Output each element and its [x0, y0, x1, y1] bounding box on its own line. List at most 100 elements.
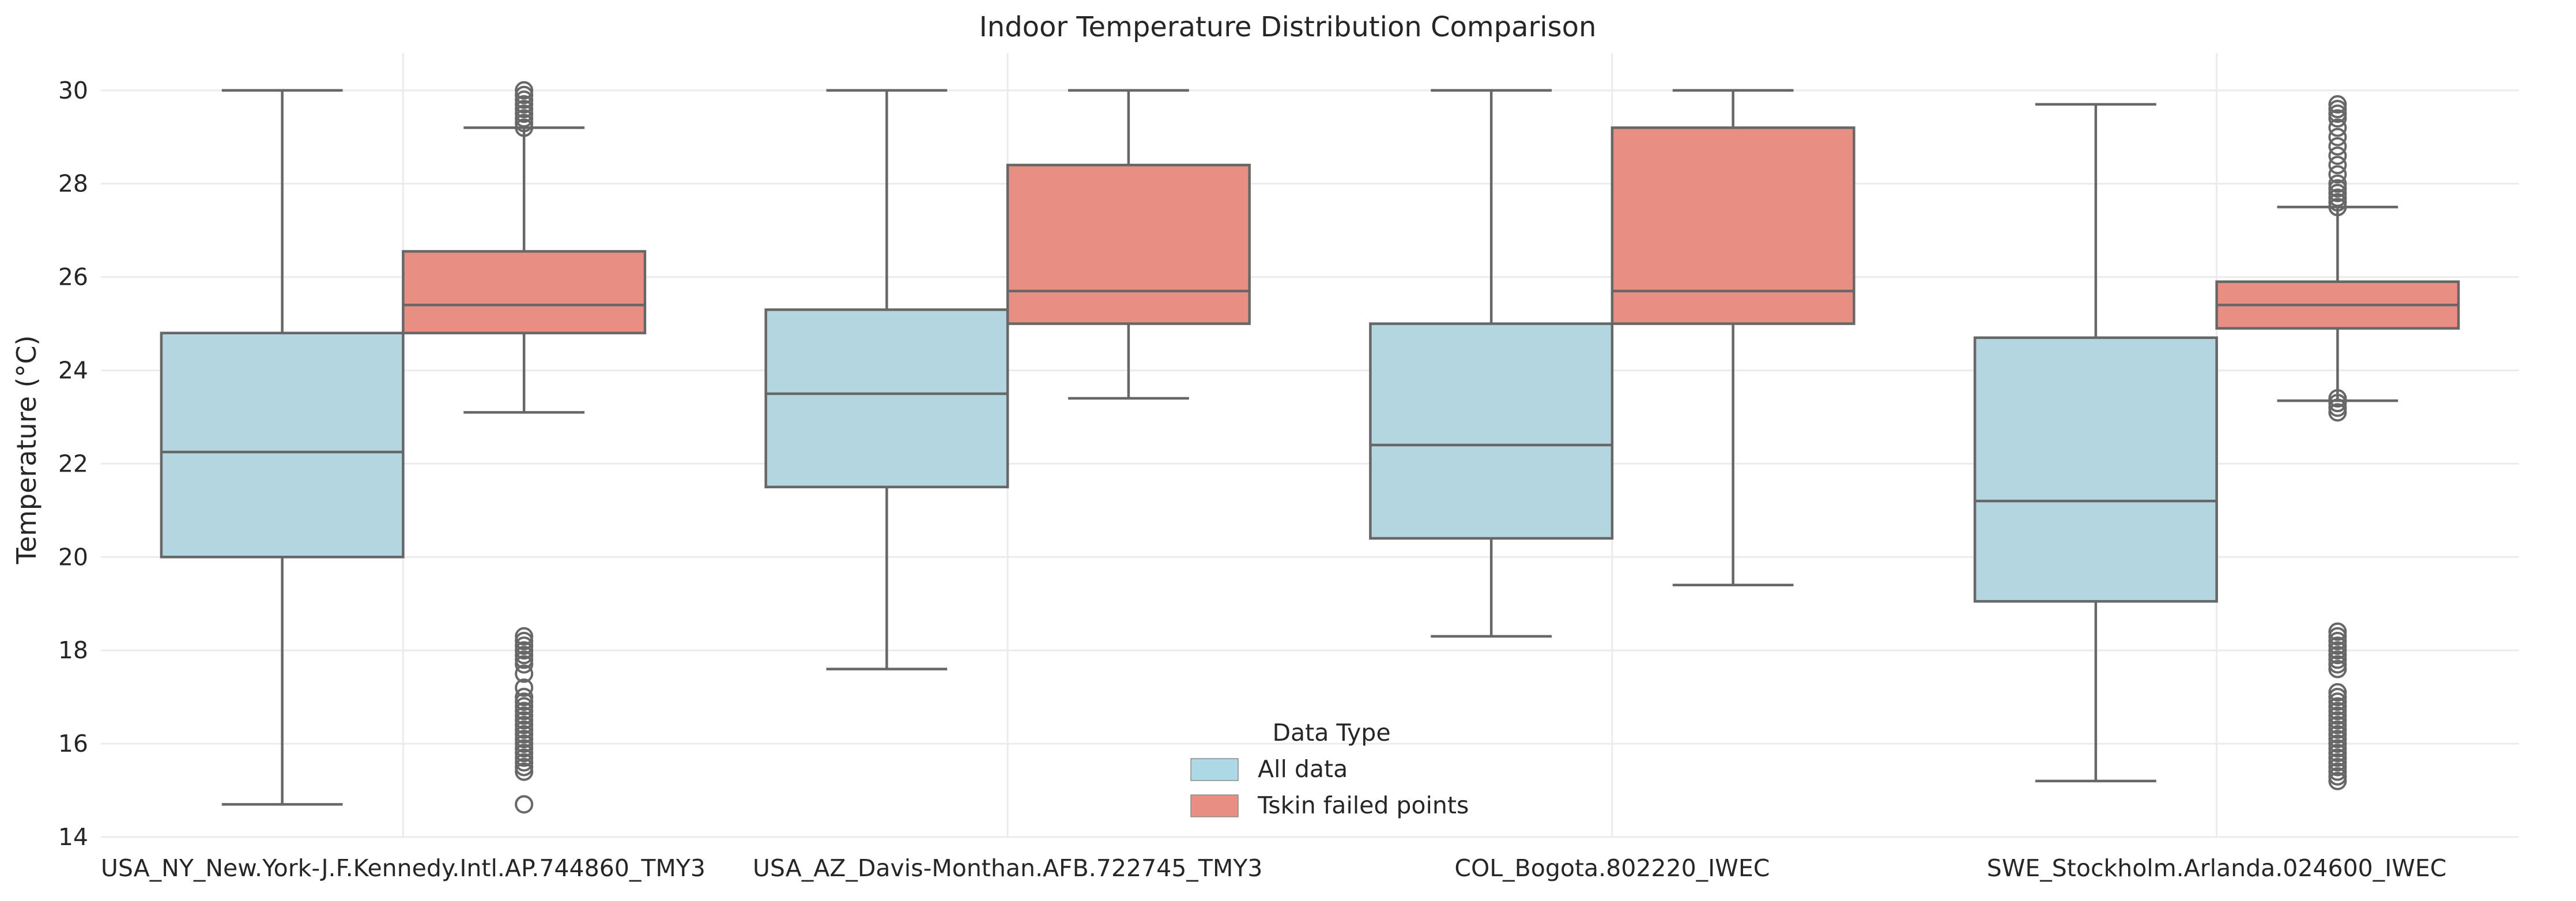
outlier-point	[515, 739, 534, 758]
outlier-point	[515, 706, 534, 725]
x-tick-label: COL_Bogota.802220_IWEC	[1454, 854, 1770, 882]
outlier-point	[2328, 683, 2347, 702]
outlier-point	[2328, 198, 2347, 217]
y-tick-label: 18	[58, 636, 88, 664]
outlier-point	[515, 692, 534, 711]
outlier-point	[515, 632, 534, 650]
outlier-point	[2328, 146, 2347, 165]
outlier-point	[515, 720, 534, 739]
outlier-point	[515, 664, 534, 683]
outlier-point	[515, 715, 534, 734]
box-group	[1006, 89, 1251, 400]
outlier-point	[2328, 697, 2347, 716]
outlier-point	[2328, 156, 2347, 175]
outlier-point	[2328, 655, 2347, 674]
outlier-point	[515, 762, 534, 781]
outlier-point	[2328, 183, 2347, 202]
outlier-point	[515, 678, 534, 697]
boxes	[160, 81, 2460, 814]
legend-swatch-all-data	[1190, 758, 1239, 781]
y-tick-label: 30	[58, 77, 88, 104]
outlier-point	[2328, 394, 2347, 413]
legend: Data Type All data Tskin failed points	[1190, 719, 1469, 819]
outlier-point	[2328, 403, 2347, 422]
outlier-point	[2328, 734, 2347, 753]
legend-label-tskin-failed: Tskin failed points	[1257, 791, 1469, 819]
outlier-point	[2328, 748, 2347, 767]
outlier-point	[2328, 104, 2347, 123]
box-group	[402, 81, 647, 814]
outlier-point	[515, 100, 534, 119]
outlier-point	[2328, 767, 2347, 786]
outlier-point	[515, 109, 534, 128]
y-tick-label: 22	[58, 450, 88, 477]
outlier-point	[2328, 715, 2347, 734]
outlier-point	[2328, 688, 2347, 707]
box-iqr	[1611, 126, 1855, 325]
chart-title: Indoor Temperature Distribution Comparis…	[979, 11, 1597, 43]
outlier-point	[515, 744, 534, 763]
outlier-point	[515, 757, 534, 776]
outlier-point	[515, 748, 534, 767]
outlier-point	[2328, 739, 2347, 758]
box-iqr	[1369, 322, 1614, 540]
outlier-point	[2328, 720, 2347, 739]
outlier-point	[2328, 730, 2347, 748]
y-tick-label: 28	[58, 170, 88, 198]
outlier-point	[515, 688, 534, 707]
outlier-point	[2328, 389, 2347, 408]
box-group	[1973, 103, 2218, 783]
outlier-point	[515, 655, 534, 674]
outlier-point	[515, 702, 534, 721]
outlier-point	[515, 795, 534, 814]
box-group	[2215, 95, 2460, 790]
outlier-point	[2328, 179, 2347, 198]
box-iqr	[160, 331, 405, 559]
ticks: 14 16 18 20 22 24 26 28 30 USA_NY_New.York-J.F.Ke…	[58, 77, 2447, 882]
y-tick-label: 14	[58, 823, 88, 851]
outlier-point	[515, 85, 534, 104]
outlier-point	[2328, 137, 2347, 156]
outlier-point	[2328, 706, 2347, 725]
box-iqr	[764, 308, 1009, 489]
outlier-point	[515, 725, 534, 744]
y-tick-label: 26	[58, 263, 88, 291]
outlier-point	[515, 753, 534, 772]
outlier-point	[515, 627, 534, 646]
outlier-point	[515, 734, 534, 753]
outlier-point	[2328, 725, 2347, 744]
outlier-point	[515, 730, 534, 748]
outlier-point	[515, 90, 534, 109]
outlier-point	[2328, 641, 2347, 660]
outlier-point	[2328, 622, 2347, 641]
outlier-point	[515, 104, 534, 123]
outlier-point	[515, 118, 534, 137]
outlier-point	[515, 697, 534, 716]
outlier-point	[2328, 627, 2347, 646]
outlier-point	[2328, 188, 2347, 207]
outlier-point	[2328, 702, 2347, 721]
legend-label-all-data: All data	[1258, 755, 1348, 783]
outlier-point	[2328, 744, 2347, 763]
outlier-point	[2328, 692, 2347, 711]
outlier-point	[515, 636, 534, 655]
outlier-point	[515, 95, 534, 114]
box-group	[1611, 89, 1855, 587]
x-tick-label: SWE_Stockholm.Arlanda.024600_IWEC	[1987, 854, 2447, 882]
outlier-point	[2328, 118, 2347, 137]
outlier-point	[2328, 771, 2347, 790]
outlier-point	[515, 646, 534, 665]
box-group	[160, 89, 405, 806]
outlier-point	[2328, 632, 2347, 650]
outlier-point	[2328, 636, 2347, 655]
outlier-point	[2328, 100, 2347, 119]
outlier-point	[2328, 757, 2347, 776]
box-iqr	[402, 250, 647, 334]
outlier-point	[515, 641, 534, 660]
outlier-point	[2328, 398, 2347, 417]
box-iqr	[1006, 164, 1251, 325]
y-tick-label: 20	[58, 543, 88, 571]
y-tick-label: 24	[58, 356, 88, 384]
